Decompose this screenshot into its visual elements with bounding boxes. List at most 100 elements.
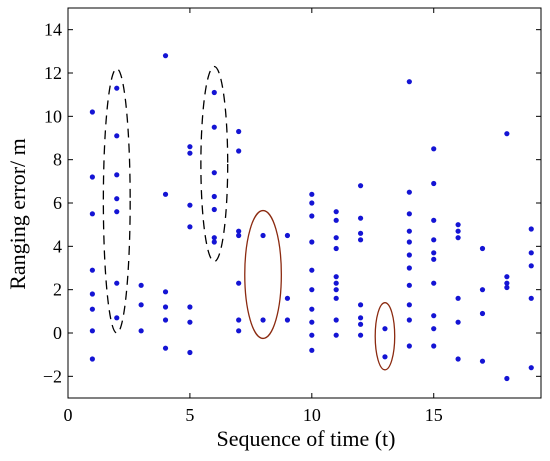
data-point: [236, 280, 242, 286]
data-point: [504, 284, 510, 291]
data-point: [309, 347, 315, 353]
data-point: [187, 144, 193, 150]
data-point: [333, 274, 339, 280]
data-point: [309, 239, 315, 245]
data-point: [284, 295, 291, 301]
annotation-ellipses: [102, 65, 396, 371]
data-point: [89, 267, 95, 273]
data-point: [431, 343, 437, 349]
y-tick-label: 14: [44, 20, 62, 40]
y-tick-label: 6: [53, 193, 62, 213]
data-point: [455, 235, 461, 241]
data-point: [260, 232, 266, 239]
data-point: [333, 217, 339, 223]
data-point: [431, 237, 437, 243]
data-point: [357, 302, 364, 308]
data-point: [114, 133, 120, 139]
data-point: [357, 237, 364, 243]
data-point: [162, 289, 169, 295]
data-point: [357, 183, 364, 189]
data-point: [528, 365, 534, 371]
data-point: [455, 319, 461, 325]
data-point: [333, 209, 339, 215]
data-point: [211, 193, 217, 200]
data-point: [357, 215, 364, 221]
data-point: [357, 321, 364, 327]
data-point: [333, 295, 339, 301]
data-point: [431, 250, 437, 256]
data-point: [309, 319, 315, 325]
data-point: [431, 326, 437, 332]
data-point: [114, 196, 120, 202]
data-point: [406, 302, 412, 308]
data-point: [406, 252, 412, 258]
data-point: [114, 209, 120, 215]
data-point: [504, 274, 510, 280]
data-point: [309, 191, 315, 197]
plot-frame: [67, 7, 542, 399]
data-point: [138, 328, 144, 334]
data-point: [236, 328, 242, 334]
data-point: [309, 287, 315, 293]
solid-ellipse: [374, 302, 396, 371]
data-point: [162, 191, 169, 197]
data-point: [406, 239, 412, 245]
data-point: [406, 282, 412, 288]
y-tick-label: 10: [44, 106, 62, 126]
y-axis-title: Ranging error/ m: [5, 138, 30, 290]
data-point: [309, 213, 315, 219]
data-point: [211, 206, 217, 213]
data-point: [236, 128, 242, 135]
data-point: [187, 224, 193, 230]
data-point: [479, 287, 486, 293]
data-point: [479, 245, 486, 252]
data-point: [89, 291, 95, 297]
data-point: [162, 53, 169, 59]
x-tick-label: 0: [64, 405, 73, 425]
data-point: [333, 235, 339, 241]
data-point: [211, 124, 217, 130]
data-point: [528, 226, 534, 232]
data-point: [382, 354, 388, 360]
data-point: [236, 317, 242, 323]
x-tick-label: 10: [303, 405, 321, 425]
data-point: [528, 250, 534, 256]
data-point: [89, 174, 95, 180]
data-point: [406, 343, 412, 349]
y-tick-label: 4: [53, 236, 62, 256]
data-point: [236, 148, 242, 154]
data-point: [114, 85, 120, 91]
data-point: [187, 150, 193, 156]
data-point: [187, 304, 193, 310]
y-tick-label: 0: [53, 323, 62, 343]
data-point: [455, 222, 461, 228]
data-point: [89, 306, 95, 312]
x-axis-title: Sequence of time (t): [217, 426, 396, 451]
data-point: [138, 282, 144, 288]
data-point: [309, 267, 315, 273]
axes: [67, 7, 542, 399]
data-point: [211, 89, 217, 96]
data-point: [333, 280, 339, 286]
data-point: [431, 180, 437, 187]
data-point: [236, 232, 242, 239]
data-point: [309, 200, 315, 206]
data-point: [89, 109, 95, 115]
data-point: [187, 319, 193, 325]
y-tick-label: 12: [44, 63, 62, 83]
data-point: [504, 280, 510, 286]
data-point: [431, 256, 437, 262]
data-point: [455, 356, 461, 362]
data-point: [382, 326, 388, 332]
data-point: [455, 295, 461, 301]
solid-ellipse: [244, 209, 282, 340]
data-point: [284, 232, 291, 239]
data-point: [406, 211, 412, 217]
data-point: [479, 310, 486, 317]
y-tick-label: 8: [53, 150, 62, 170]
data-point: [504, 131, 510, 137]
data-point: [260, 317, 266, 323]
data-point: [333, 287, 339, 293]
